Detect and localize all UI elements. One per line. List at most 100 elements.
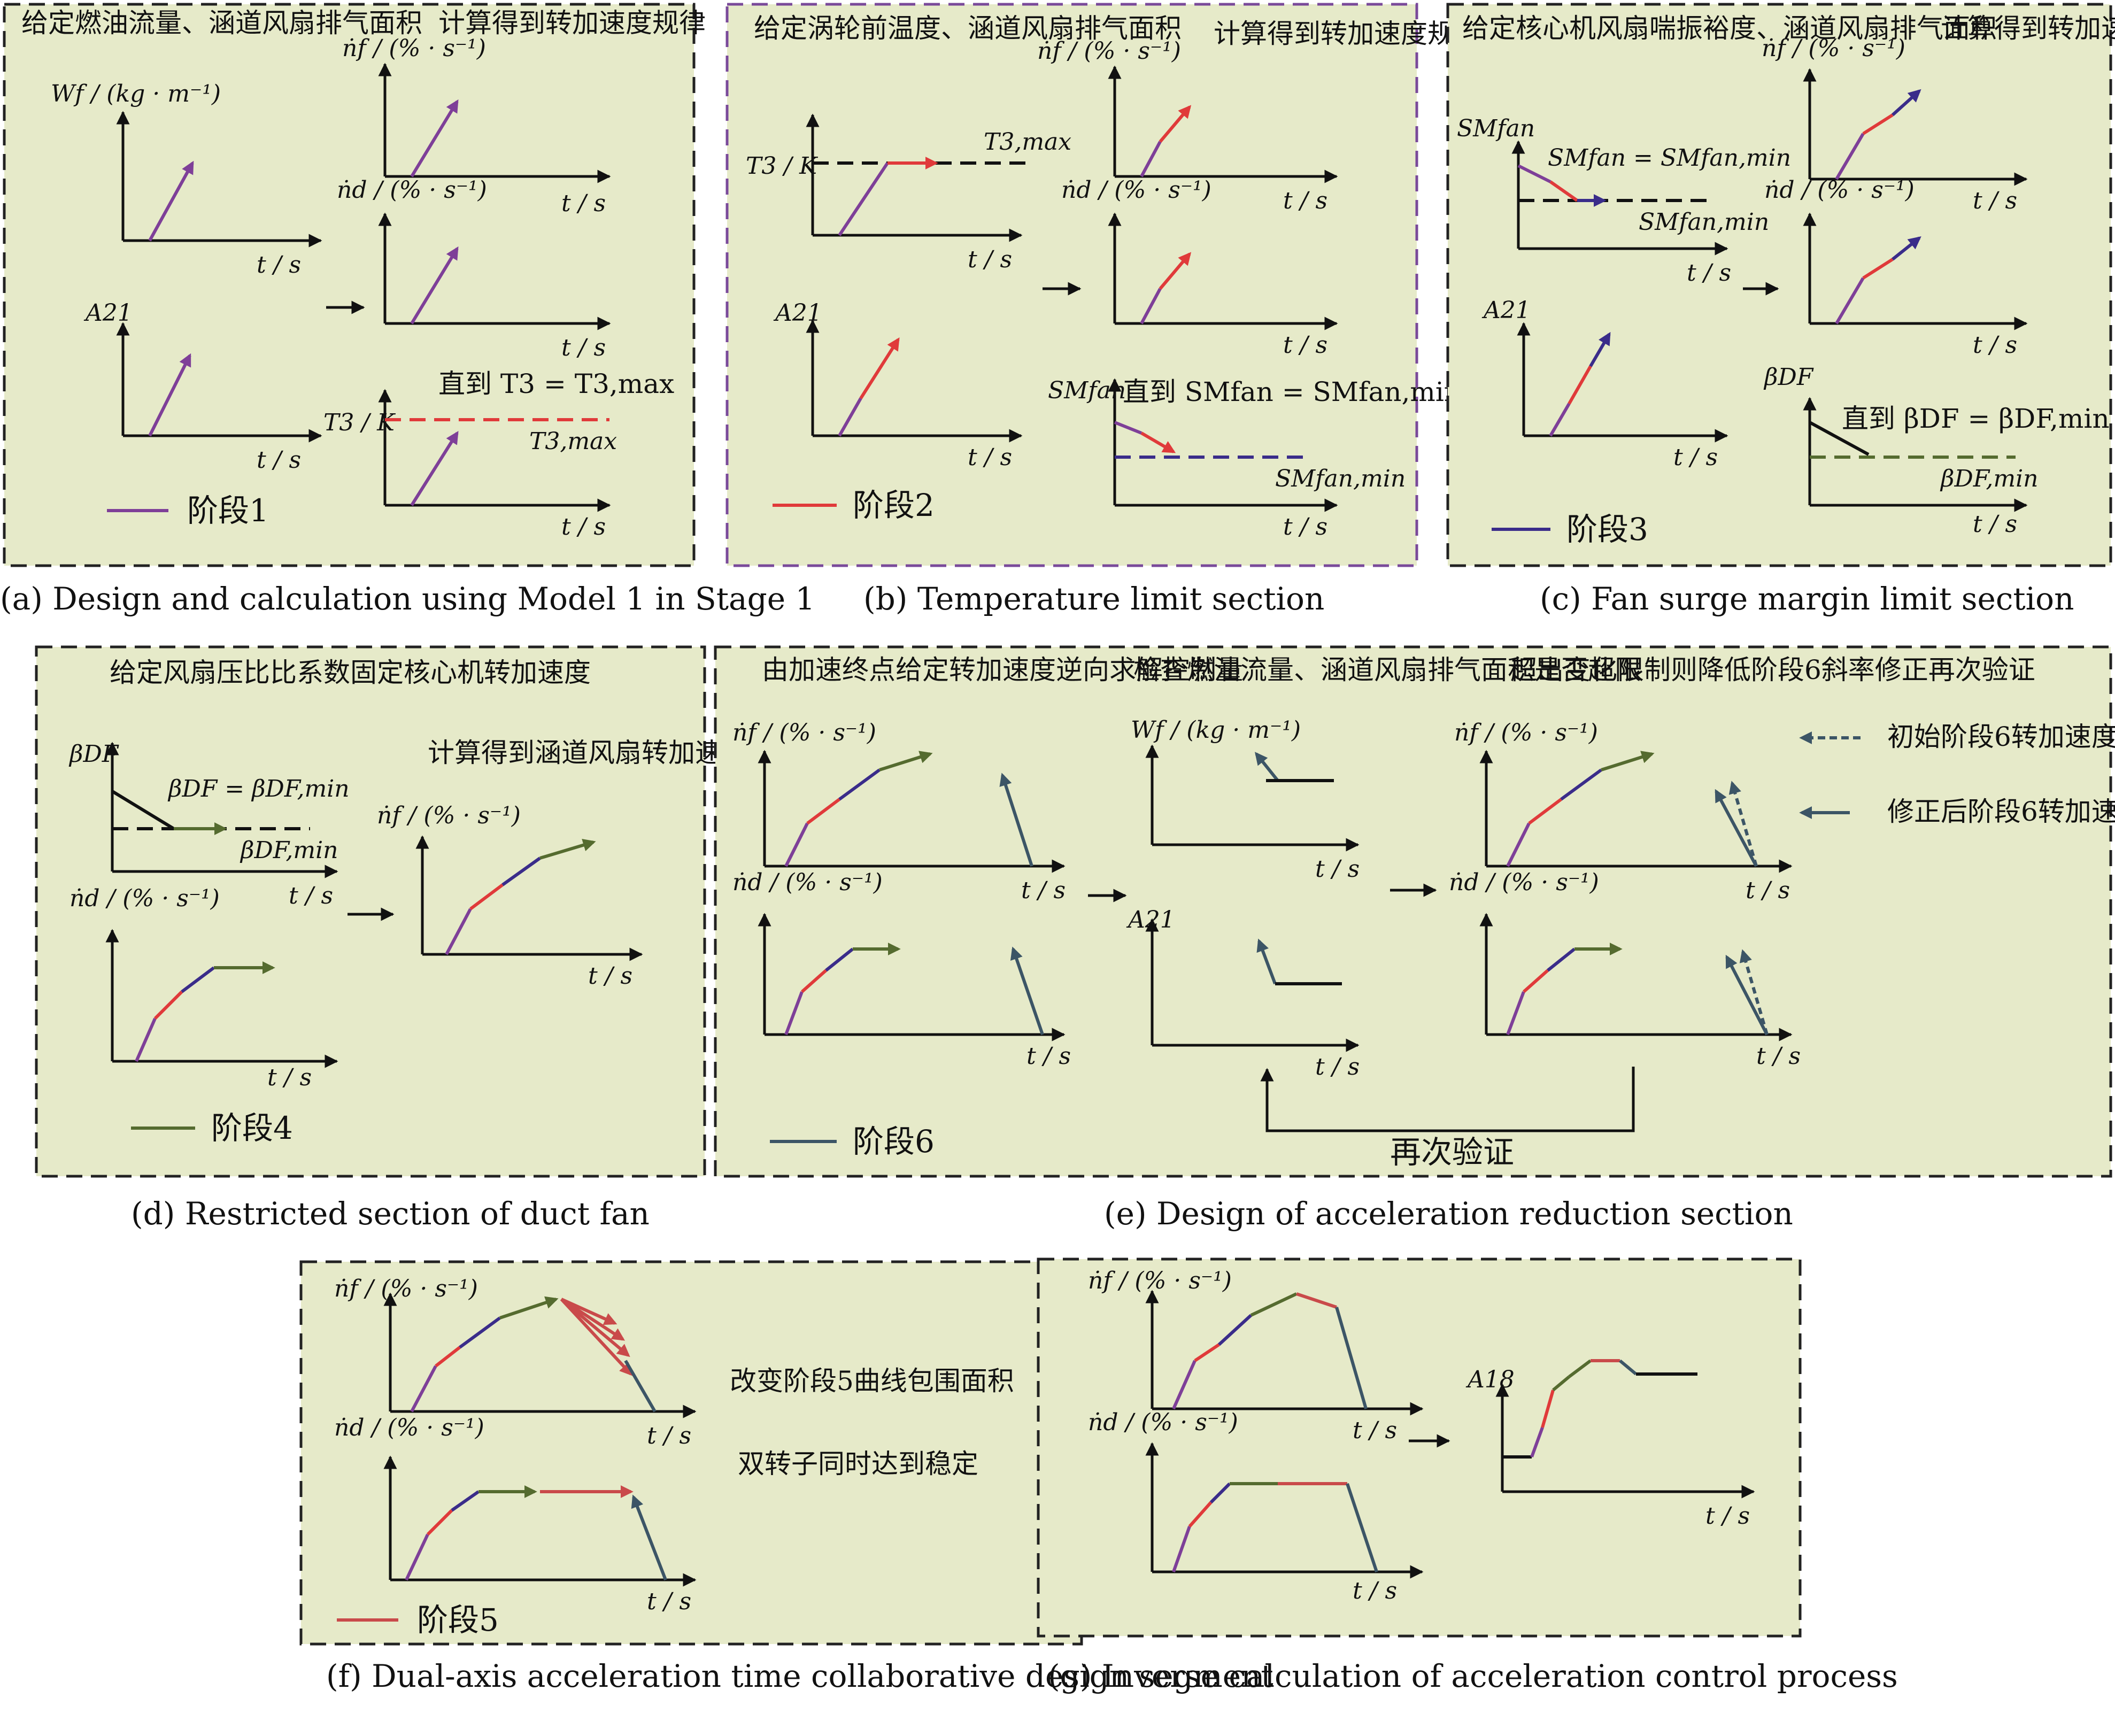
- panel-g: ṅf / (% · s⁻¹) ṅd / (% · s⁻¹) t / s t / …: [1037, 1257, 1802, 1638]
- panel-b-note-right: 计算得到转加速度规律: [1214, 18, 1481, 49]
- panel-c-note-left: 给定核心机风扇喘振裕度、涵道风扇排气面积: [1462, 13, 1997, 44]
- panel-a-note-right: 计算得到转加速度规律: [438, 7, 706, 38]
- panel-e-right-nf-axis-label: ṅf / (% · s⁻¹): [1454, 719, 1598, 746]
- caption-b: (b) Temperature limit section: [863, 581, 1324, 617]
- panel-b-note-left: 给定涡轮前温度、涵道风扇排气面积: [754, 13, 1182, 44]
- panel-e-note2: 检查燃油流量、涵道风扇排气面积是否超限: [1133, 654, 1641, 685]
- panel-e-left-nf-axis-label: ṅf / (% · s⁻¹): [732, 719, 876, 746]
- panel-c-a21-axis-label: A21: [1481, 297, 1531, 324]
- panel-b-a21-axis-label: A21: [773, 299, 822, 327]
- panel-d-nf-t-label: t / s: [588, 962, 632, 990]
- panel-e-left-nd-axis-label: ṅd / (% · s⁻¹): [732, 869, 883, 896]
- panel-a-until-label: 直到 T3 = T3,max: [438, 368, 674, 399]
- panel-f-nd-t-label: t / s: [647, 1588, 691, 1615]
- caption-g: (g) Inverse calculation of acceleration …: [1048, 1658, 1898, 1694]
- panel-f-legend-label: 阶段5: [417, 1602, 499, 1638]
- panel-d-beta-t-label: t / s: [289, 882, 333, 909]
- panel-a-nf-t-label: t / s: [561, 190, 606, 217]
- caption-a: (a) Design and calculation using Model 1…: [0, 581, 815, 617]
- panel-g-nf-axis-label: ṅf / (% · s⁻¹): [1088, 1267, 1232, 1294]
- panel-d-note-top: 给定风扇压比比系数固定核心机转加速度: [110, 657, 591, 688]
- panel-d-beta-eq-label: βDF = βDF,min: [167, 775, 350, 803]
- panel-g-nd-t-label: t / s: [1353, 1577, 1397, 1604]
- panel-a-a21-t-label: t / s: [257, 446, 301, 474]
- panel-b-nd-t-label: t / s: [1283, 331, 1327, 359]
- caption-c: (c) Fan surge margin limit section: [1540, 581, 2074, 617]
- panel-a-legend-label: 阶段1: [187, 492, 269, 529]
- caption-d: (d) Restricted section of duct fan: [131, 1195, 650, 1232]
- panel-f-note2: 双转子同时达到稳定: [738, 1448, 978, 1479]
- panel-d-betamin-label: βDF,min: [240, 837, 338, 864]
- panel-d-nf-axis-label: ṅf / (% · s⁻¹): [377, 802, 521, 829]
- panel-f-nf-t-label: t / s: [647, 1422, 691, 1449]
- panel-c-nd-axis-label: ṅd / (% · s⁻¹): [1764, 176, 1915, 204]
- panel-e-wf-axis-label: Wf / (kg · m⁻¹): [1131, 716, 1301, 744]
- panel-a-nd-axis-label: ṅd / (% · s⁻¹): [337, 176, 487, 204]
- panel-e-wf-t-label: t / s: [1315, 855, 1360, 883]
- panel-b: 给定涡轮前温度、涵道风扇排气面积 计算得到转加速度规律 T3 / K T3,ma…: [725, 3, 1481, 567]
- panel-c-sm-axis-label: SMfan: [1457, 115, 1535, 142]
- panel-e-leg-fix: 修正后阶段6转加速度: [1887, 796, 2115, 827]
- panel-e-a21-axis-label: A21: [1126, 906, 1175, 933]
- panel-e-loop-label: 再次验证: [1390, 1134, 1514, 1170]
- panel-c-note-right: 计算得到转加速度规律: [1941, 13, 2115, 44]
- panel-d: 给定风扇压比比系数固定核心机转加速度 计算得到涵道风扇转加速度规律 βDF βD…: [35, 645, 802, 1178]
- panel-d-legend-label: 阶段4: [211, 1110, 293, 1146]
- panel-b-t3-axis-label: T3 / K: [746, 152, 818, 180]
- panel-e-legend-label: 阶段6: [853, 1123, 935, 1160]
- panel-c-smmin-label: SMfan,min: [1639, 209, 1769, 236]
- panel-a-nf-axis-label: ṅf / (% · s⁻¹): [342, 35, 486, 62]
- panel-f: ṅf / (% · s⁻¹) ṅd / (% · s⁻¹) t / s t / …: [299, 1260, 1083, 1646]
- panel-f-note1: 改变阶段5曲线包围面积: [730, 1365, 1014, 1396]
- panel-a-t3-t-label: t / s: [561, 513, 606, 541]
- caption-f: (f) Dual-axis acceleration time collabor…: [326, 1658, 1273, 1694]
- panel-e-right-nd-t-label: t / s: [1756, 1043, 1801, 1070]
- panel-a-wf-t-label: t / s: [257, 251, 301, 279]
- panel-c-legend-label: 阶段3: [1566, 511, 1648, 547]
- panel-b-smmin-label: SMfan,min: [1275, 465, 1406, 492]
- panel-b-t3-t-label: t / s: [968, 246, 1012, 273]
- panel-c: 给定核心机风扇喘振裕度、涵道风扇排气面积 计算得到转加速度规律 SMfan SM…: [1446, 3, 2115, 567]
- panel-g-a18-t-label: t / s: [1705, 1502, 1750, 1530]
- panel-e-a21-t-label: t / s: [1315, 1053, 1360, 1081]
- panel-c-beta-t-label: t / s: [1973, 511, 2017, 538]
- panel-b-nf-t-label: t / s: [1283, 187, 1327, 214]
- panel-e-leg-init: 初始阶段6转加速度: [1887, 721, 2115, 752]
- panel-c-beta-axis-label: βDF: [1763, 364, 1814, 391]
- panel-b-until-label: 直到 SMfan = SMfan,min: [1123, 376, 1461, 407]
- panel-a-t3max-label: T3,max: [529, 428, 617, 455]
- panel-c-nf-t-label: t / s: [1973, 187, 2017, 214]
- panel-f-nd-axis-label: ṅd / (% · s⁻¹): [334, 1414, 484, 1441]
- panel-d-nd-t-label: t / s: [267, 1064, 312, 1091]
- panel-f-nf-axis-label: ṅf / (% · s⁻¹): [334, 1275, 478, 1302]
- panel-a-wf-axis-label: Wf / (kg · m⁻¹): [51, 80, 221, 107]
- panel-b-legend-label: 阶段2: [853, 487, 935, 523]
- panel-a-nd-t-label: t / s: [561, 334, 606, 361]
- panel-e-left-nf-t-label: t / s: [1021, 877, 1066, 904]
- panel-e-note3: 超出变化限制则降低阶段6斜率修正再次验证: [1510, 654, 2035, 685]
- panel-c-sm-t-label: t / s: [1687, 259, 1731, 287]
- panel-e-left-nd-t-label: t / s: [1026, 1043, 1071, 1070]
- panel-e-right-nd-axis-label: ṅd / (% · s⁻¹): [1449, 869, 1599, 896]
- panel-e-right-nf-t-label: t / s: [1746, 877, 1790, 904]
- panel-c-nd-t-label: t / s: [1973, 331, 2017, 359]
- panel-b-a21-t-label: t / s: [968, 444, 1012, 471]
- panel-g-nd-axis-label: ṅd / (% · s⁻¹): [1088, 1409, 1238, 1436]
- panel-b-nd-axis-label: ṅd / (% · s⁻¹): [1061, 176, 1211, 204]
- panel-c-sm-eq-label: SMfan = SMfan,min: [1548, 144, 1791, 172]
- panel-g-nf-t-label: t / s: [1353, 1417, 1397, 1444]
- panel-a: 给定燃油流量、涵道风扇排气面积 计算得到转加速度规律 Wf / (kg · m⁻…: [3, 3, 706, 567]
- caption-e: (e) Design of acceleration reduction sec…: [1104, 1195, 1793, 1232]
- panel-a-note-left: 给定燃油流量、涵道风扇排气面积: [21, 7, 422, 38]
- panel-e-note1: 由加速终点给定转加速度逆向求解控制量: [762, 654, 1243, 685]
- panel-b-nf-axis-label: ṅf / (% · s⁻¹): [1037, 37, 1181, 65]
- panel-d-nd-axis-label: ṅd / (% · s⁻¹): [70, 885, 220, 912]
- panel-b-sm-t-label: t / s: [1283, 513, 1327, 541]
- panel-c-until-label: 直到 βDF = βDF,min: [1842, 403, 2110, 434]
- panel-c-a21-t-label: t / s: [1673, 444, 1718, 471]
- panel-e: 由加速终点给定转加速度逆向求解控制量 检查燃油流量、涵道风扇排气面积是否超限 超…: [714, 645, 2115, 1178]
- panel-c-nf-axis-label: ṅf / (% · s⁻¹): [1762, 35, 1905, 62]
- panel-c-betamin-label: βDF,min: [1940, 465, 2039, 492]
- panel-a-a21-axis-label: A21: [83, 299, 133, 327]
